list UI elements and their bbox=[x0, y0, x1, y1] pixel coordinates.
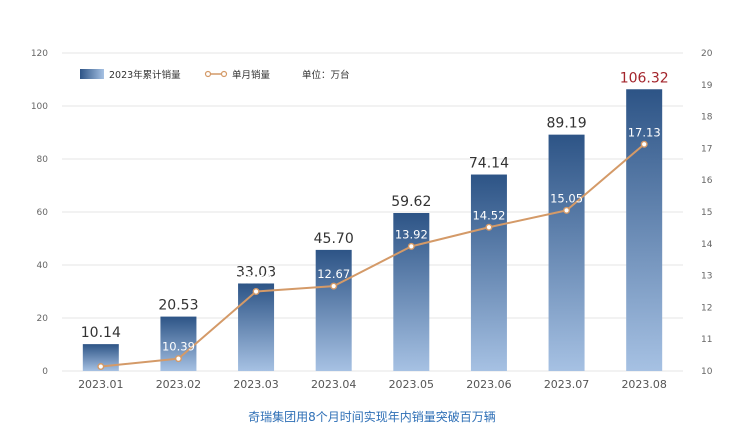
line-point bbox=[174, 355, 182, 363]
x-tick-label: 2023.07 bbox=[544, 378, 590, 391]
chart-caption: 奇瑞集团用8个月时间实现年内销量突破百万辆 bbox=[248, 409, 496, 424]
x-tick-label: 2023.03 bbox=[233, 378, 279, 391]
bar-value-label: 45.70 bbox=[314, 231, 354, 247]
bar-value-label: 89.19 bbox=[547, 116, 587, 132]
legend-line-marker-left bbox=[204, 70, 212, 78]
line-point bbox=[330, 282, 338, 290]
x-tick-label: 2023.04 bbox=[311, 378, 357, 391]
left-tick-label: 0 bbox=[42, 367, 48, 377]
line-value-label: 17.13 bbox=[628, 125, 661, 139]
left-tick-label: 80 bbox=[37, 155, 49, 165]
left-tick-label: 60 bbox=[37, 208, 49, 218]
right-tick-label: 16 bbox=[701, 176, 713, 186]
left-tick-label: 40 bbox=[37, 261, 49, 271]
x-tick-label: 2023.06 bbox=[466, 378, 512, 391]
bar-series bbox=[82, 89, 663, 371]
x-tick-label: 2023.05 bbox=[389, 378, 435, 391]
legend-bar-swatch bbox=[80, 69, 104, 79]
right-tick-label: 19 bbox=[701, 81, 713, 91]
bar bbox=[315, 249, 352, 371]
bar bbox=[626, 89, 663, 371]
bar bbox=[470, 174, 507, 371]
gridlines bbox=[62, 52, 683, 372]
right-tick-label: 12 bbox=[701, 303, 712, 313]
bar bbox=[393, 213, 430, 371]
right-tick-label: 10 bbox=[701, 367, 713, 377]
line-value-label: 15.05 bbox=[550, 191, 583, 205]
legend-line-marker-right bbox=[220, 70, 228, 78]
legend-line-label: 单月销量 bbox=[232, 69, 271, 81]
bar-value-label: 20.53 bbox=[158, 298, 198, 314]
line-point bbox=[485, 223, 493, 231]
x-axis: 2023.01 2023.02 2023.03 2023.04 2023.05 2023.… bbox=[78, 378, 667, 391]
right-tick-label: 15 bbox=[701, 208, 712, 218]
line-value-label: 14.52 bbox=[472, 208, 505, 222]
bar-value-label: 33.03 bbox=[236, 264, 276, 280]
x-tick-label: 2023.02 bbox=[156, 378, 202, 391]
bar-value-label: 59.62 bbox=[391, 194, 431, 210]
right-tick-label: 11 bbox=[701, 335, 712, 345]
monthly-sales-line bbox=[100, 143, 645, 368]
right-tick-label: 18 bbox=[701, 113, 713, 123]
right-tick-label: 13 bbox=[701, 272, 712, 282]
x-tick-label: 2023.08 bbox=[621, 378, 667, 391]
line-point bbox=[97, 363, 105, 371]
line-point bbox=[563, 206, 571, 214]
line-series bbox=[97, 140, 648, 371]
line-value-label: 12.50 bbox=[240, 273, 273, 287]
legend: 2023年累计销量 单月销量 单位：万台 bbox=[80, 69, 350, 81]
unit-label: 单位：万台 bbox=[302, 69, 350, 81]
line-value-label: 10.39 bbox=[162, 340, 195, 354]
right-tick-label: 14 bbox=[701, 240, 713, 250]
x-tick-label: 2023.01 bbox=[78, 378, 124, 391]
line-point bbox=[407, 242, 415, 250]
legend-bar-label: 2023年累计销量 bbox=[109, 69, 181, 81]
right-tick-label: 20 bbox=[701, 49, 713, 59]
line-point bbox=[252, 288, 260, 296]
bar bbox=[238, 283, 275, 371]
line-value-label: 12.67 bbox=[317, 267, 350, 281]
line-point bbox=[640, 140, 648, 148]
bar-value-label: 74.14 bbox=[469, 156, 509, 172]
left-tick-label: 120 bbox=[31, 49, 48, 59]
left-tick-label: 100 bbox=[31, 102, 48, 112]
right-tick-label: 17 bbox=[701, 144, 712, 154]
left-y-axis: 0 20 40 60 80 100 120 bbox=[31, 49, 48, 377]
bar bbox=[548, 134, 585, 371]
right-y-axis: 10 11 12 13 14 15 16 17 18 19 20 bbox=[701, 49, 713, 377]
line-value-label: 13.92 bbox=[395, 227, 428, 241]
left-tick-label: 20 bbox=[37, 314, 49, 324]
data-labels: 10.14 20.53 33.03 45.70 59.62 74.14 89.19 106.3… bbox=[81, 70, 669, 353]
bar-value-label: 106.32 bbox=[620, 70, 669, 86]
bar-value-label: 10.14 bbox=[81, 325, 121, 341]
